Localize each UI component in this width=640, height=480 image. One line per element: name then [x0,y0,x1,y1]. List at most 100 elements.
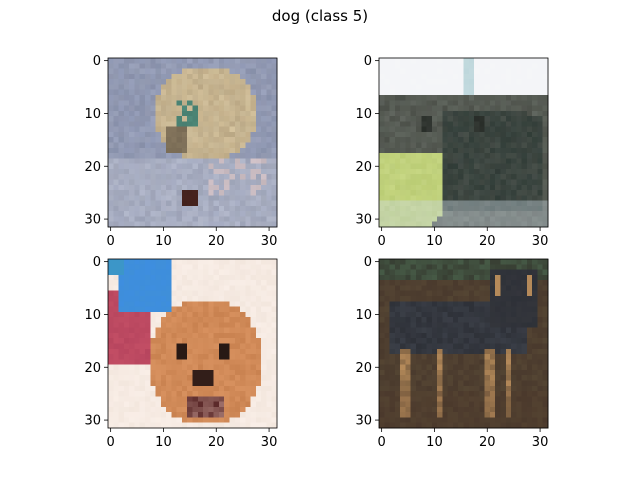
image-pixel [484,158,491,164]
image-pixel [266,195,273,201]
image-pixel [384,174,390,180]
image-pixel [384,190,390,196]
image-pixel [271,200,278,207]
image-pixel [463,375,470,381]
image-pixel [181,179,188,186]
image-pixel [415,137,422,143]
image-pixel [447,63,454,69]
image-pixel [234,131,241,138]
image-pixel [532,343,538,350]
image-pixel [160,153,167,159]
image-pixel [208,412,214,418]
image-pixel [495,343,501,350]
image-pixel [431,179,438,186]
image-pixel [405,63,412,69]
image-pixel [521,84,528,91]
image-pixel [218,354,225,360]
image-pixel [384,422,390,429]
image-pixel [208,211,214,217]
image-pixel [218,163,225,170]
image-pixel [144,317,151,323]
image-pixel [511,317,517,323]
image-pixel [166,274,172,281]
image-pixel [113,100,119,106]
image-pixel [463,190,470,196]
image-pixel [526,110,533,117]
image-pixel [234,153,241,159]
image-pixel [421,63,427,69]
image-pixel [118,269,125,276]
image-pixel [176,190,183,196]
image-pixel [166,105,172,112]
image-pixel [160,306,167,313]
image-pixel [218,63,225,69]
image-pixel [542,396,549,402]
image-pixel [240,306,246,313]
image-pixel [139,412,146,418]
image-pixel [505,332,512,339]
image-pixel [108,338,114,344]
axes-frame [378,258,549,429]
image-pixel [181,306,188,313]
image-pixel [537,58,544,64]
image-pixel [203,269,209,276]
image-pixel [134,58,141,64]
image-pixel [171,385,178,392]
image-pixel [489,280,496,286]
image-pixel [139,153,146,159]
image-pixel [495,327,501,334]
image-pixel [542,216,549,223]
image-pixel [394,63,401,69]
image-pixel [261,385,267,392]
image-pixel [155,105,162,112]
image-pixel [234,364,241,371]
image-pixel [181,137,188,143]
image-pixel [134,295,141,302]
image-pixel [134,306,141,313]
image-pixel [213,406,220,413]
image-pixel [421,406,427,413]
image-pixel [474,100,480,106]
image-pixel [484,359,491,365]
image-pixel [389,301,396,307]
image-pixel [521,190,528,196]
image-pixel [405,285,412,292]
image-pixel [261,211,267,217]
image-pixel [479,412,485,418]
image-pixel [271,153,278,159]
image-pixel [187,306,193,313]
image-pixel [389,338,396,344]
image-pixel [521,158,528,164]
image-pixel [452,295,459,302]
image-pixel [240,259,246,265]
image-pixel [532,147,538,154]
image-pixel [113,110,119,117]
image-pixel [229,153,236,159]
image-pixel [505,68,512,75]
image-pixel [208,396,214,402]
image-pixel [271,391,278,397]
image-pixel [468,121,475,128]
image-pixel [484,301,491,307]
image-pixel [400,391,406,397]
image-pixel [113,359,119,365]
image-pixel [384,68,390,75]
image-pixel [266,364,273,371]
image-pixel [118,205,125,212]
image-pixel [150,100,156,106]
image-pixel [129,205,135,212]
image-pixel [261,391,267,397]
image-pixel [537,110,544,117]
image-pixel [542,105,549,112]
image-pixel [139,385,146,392]
image-pixel [113,94,119,101]
image-pixel [271,375,278,381]
image-pixel [511,205,517,212]
image-pixel [516,190,522,196]
image-pixel [255,348,262,355]
image-pixel [489,338,496,344]
image-pixel [271,422,278,429]
image-pixel [458,73,464,80]
